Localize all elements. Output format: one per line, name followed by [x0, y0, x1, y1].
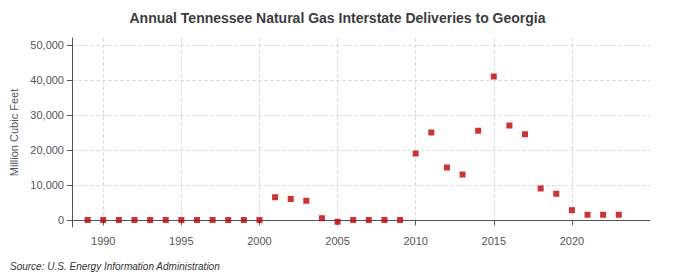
svg-text:Million Cubic Feet: Million Cubic Feet: [8, 89, 20, 176]
svg-text:40,000: 40,000: [30, 74, 64, 86]
svg-text:2020: 2020: [560, 235, 584, 247]
svg-text:Annual Tennessee Natural Gas I: Annual Tennessee Natural Gas Interstate …: [130, 10, 546, 26]
svg-text:20,000: 20,000: [30, 144, 64, 156]
svg-text:2010: 2010: [403, 235, 427, 247]
svg-text:1995: 1995: [169, 235, 193, 247]
svg-text:0: 0: [58, 214, 64, 226]
svg-text:1990: 1990: [91, 235, 115, 247]
svg-text:50,000: 50,000: [30, 39, 64, 51]
svg-text:2000: 2000: [247, 235, 271, 247]
svg-text:30,000: 30,000: [30, 109, 64, 121]
svg-text:2005: 2005: [325, 235, 349, 247]
svg-text:Source: U.S. Energy Informatio: Source: U.S. Energy Information Administ…: [10, 261, 220, 272]
svg-text:2015: 2015: [482, 235, 506, 247]
svg-text:10,000: 10,000: [30, 179, 64, 191]
